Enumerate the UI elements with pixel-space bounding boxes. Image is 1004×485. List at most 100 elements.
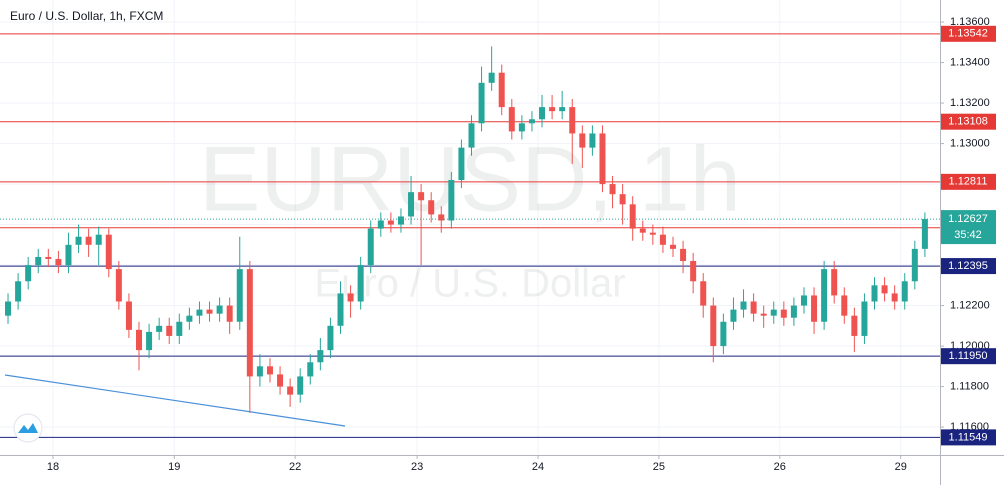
candle-body (5, 301, 12, 316)
countdown-label: 35:42 (954, 229, 982, 241)
candle-body (347, 293, 354, 302)
candle-body (861, 301, 868, 336)
candle-body (95, 234, 102, 245)
candle-body (458, 147, 465, 181)
x-tick-label: 18 (47, 461, 59, 473)
chart-title: Euro / U.S. Dollar, 1h, FXCM (10, 9, 163, 23)
candle-body (518, 123, 525, 132)
last-price-label: 1.12627 (948, 213, 988, 225)
candle-body (15, 281, 22, 302)
candle-body (367, 228, 374, 266)
candle-body (55, 258, 62, 266)
candle-body (508, 107, 515, 132)
candle-body (196, 309, 203, 316)
y-tick-label: 1.13400 (950, 56, 990, 68)
level-label-box (941, 348, 996, 365)
candle-body (811, 295, 818, 322)
last-price-box (941, 210, 996, 245)
watermark-description: Euro / U.S. Dollar (314, 262, 625, 306)
level-label-box (941, 25, 996, 42)
candle-body (569, 107, 576, 134)
candle-body (750, 301, 757, 314)
candle-body (277, 374, 284, 387)
x-tick-label: 25 (653, 461, 665, 473)
candle-body (740, 301, 747, 310)
candle-body (831, 269, 838, 296)
level-label: 1.11950 (949, 350, 988, 362)
candle-body (307, 362, 314, 377)
level-label: 1.12395 (948, 260, 988, 272)
candle-body (891, 293, 898, 302)
candle-body (65, 244, 72, 266)
candle-body (800, 295, 807, 306)
candle-body (85, 236, 92, 245)
candle-body (619, 194, 626, 205)
level-label: 1.13542 (948, 28, 988, 40)
candle-body (176, 321, 183, 336)
x-tick-label: 26 (774, 461, 786, 473)
candle-body (549, 107, 556, 112)
logo (13, 413, 43, 443)
candle-body (609, 184, 616, 195)
y-tick-label: 1.12200 (950, 299, 990, 311)
candle-body (418, 192, 425, 201)
candle-body (206, 309, 213, 314)
candle-body (438, 214, 445, 221)
candle-body (35, 256, 42, 266)
candle-body (770, 309, 777, 316)
candle-body (166, 325, 173, 336)
candle-body (337, 293, 344, 326)
level-label: 1.13108 (948, 116, 988, 128)
candle-body (226, 305, 233, 322)
level-label: 1.11549 (949, 431, 988, 443)
candle-body (730, 309, 737, 322)
candle-body (559, 107, 566, 112)
candle-body (125, 301, 132, 330)
candle-body (659, 234, 666, 245)
trend-line (4, 374, 346, 427)
level-label: 1.12811 (949, 176, 988, 188)
candle-body (297, 376, 304, 395)
candle-body (790, 305, 797, 318)
candle-body (146, 331, 153, 351)
candle-body (448, 180, 455, 221)
candle-body (236, 269, 243, 322)
logo-mark (18, 423, 38, 433)
candle-body (136, 329, 143, 351)
y-tick-label: 1.13200 (950, 97, 990, 109)
x-tick-label: 24 (532, 461, 544, 473)
candles (5, 46, 928, 413)
candle-body (287, 386, 294, 395)
candle-body (841, 295, 848, 316)
levels (0, 33, 940, 438)
candle-body (690, 261, 697, 282)
candle-body (156, 325, 163, 332)
level-label-box (941, 429, 996, 446)
candle-body (246, 269, 253, 377)
candle-body (639, 228, 646, 233)
candle-body (649, 232, 656, 235)
candle-body (921, 219, 928, 249)
candle-body (498, 72, 505, 108)
candle-body (851, 315, 858, 336)
candle-body (579, 133, 586, 148)
candle-body (25, 265, 32, 282)
candle-body (387, 220, 394, 225)
level-label-box (941, 113, 996, 130)
candle-body (478, 82, 485, 124)
candle-body (720, 321, 727, 347)
candle-body (821, 269, 828, 322)
level-label-box (941, 173, 996, 190)
x-tick-label: 22 (289, 461, 301, 473)
candle-body (670, 244, 677, 249)
candle-body (911, 248, 918, 282)
candle-body (700, 281, 707, 306)
candle-body (488, 72, 495, 83)
candle-body (760, 313, 767, 316)
x-tick-label: 29 (895, 461, 907, 473)
candle-body (539, 107, 546, 120)
candle-body (115, 269, 122, 302)
x-tick-label: 19 (168, 461, 180, 473)
logo-circle (13, 413, 43, 443)
candle-body (428, 200, 435, 215)
